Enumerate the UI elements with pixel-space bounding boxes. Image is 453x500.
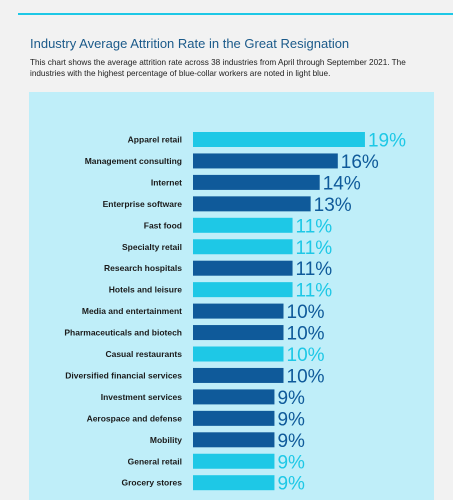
value-label: 11%: [296, 216, 333, 237]
value-label: 16%: [341, 152, 379, 173]
chart-subtitle: This chart shows the average attrition r…: [30, 58, 406, 78]
value-label: 11%: [296, 281, 333, 302]
value-label: 9%: [277, 388, 305, 409]
value-label: 10%: [287, 366, 325, 387]
value-label: 11%: [296, 238, 333, 259]
bar: [193, 132, 365, 147]
bar: [193, 217, 293, 233]
category-label: Investment services: [101, 392, 183, 402]
bar: [193, 475, 275, 491]
category-label: Media and entertainment: [82, 306, 182, 316]
bar: [193, 303, 284, 319]
bar: [193, 239, 293, 255]
category-label: Apparel retail: [128, 135, 182, 145]
category-label: Internet: [151, 177, 182, 187]
value-label: 14%: [323, 173, 361, 194]
chart-title: Industry Average Attrition Rate in the G…: [30, 36, 350, 51]
bar: [193, 432, 275, 448]
category-label: Casual restaurants: [105, 349, 182, 359]
value-label: 9%: [277, 452, 305, 473]
accent-rule: [18, 13, 453, 15]
category-label: Management consulting: [85, 156, 182, 166]
bar: [193, 453, 275, 469]
value-label: 13%: [314, 195, 352, 216]
bar: [193, 325, 284, 341]
value-label: 9%: [277, 431, 305, 452]
bar: [193, 260, 293, 276]
value-label: 10%: [287, 324, 325, 345]
category-label: Diversified financial services: [65, 370, 182, 380]
value-label: 9%: [277, 409, 305, 430]
category-label: Enterprise software: [103, 199, 183, 209]
category-label: Specialty retail: [122, 242, 182, 252]
value-label: 9%: [277, 474, 305, 495]
category-label: Mobility: [150, 435, 182, 445]
category-label: Aerospace and defense: [87, 413, 183, 423]
value-label: 19%: [368, 131, 406, 152]
category-label: General retail: [128, 456, 182, 466]
category-label: Grocery stores: [122, 478, 183, 488]
bar: [193, 282, 293, 298]
bar: [193, 196, 311, 212]
bar: [193, 410, 275, 426]
value-label: 10%: [287, 345, 325, 366]
category-label: Pharmaceuticals and biotech: [64, 328, 182, 338]
value-label: 11%: [296, 259, 333, 280]
category-label: Hotels and leisure: [109, 285, 182, 295]
bar: [193, 367, 284, 383]
bar: [193, 389, 275, 405]
category-label: Fast food: [144, 220, 182, 230]
bar: [193, 153, 338, 169]
value-label: 10%: [287, 302, 325, 323]
bar: [193, 174, 320, 190]
bar: [193, 346, 284, 362]
category-label: Research hospitals: [104, 263, 182, 273]
